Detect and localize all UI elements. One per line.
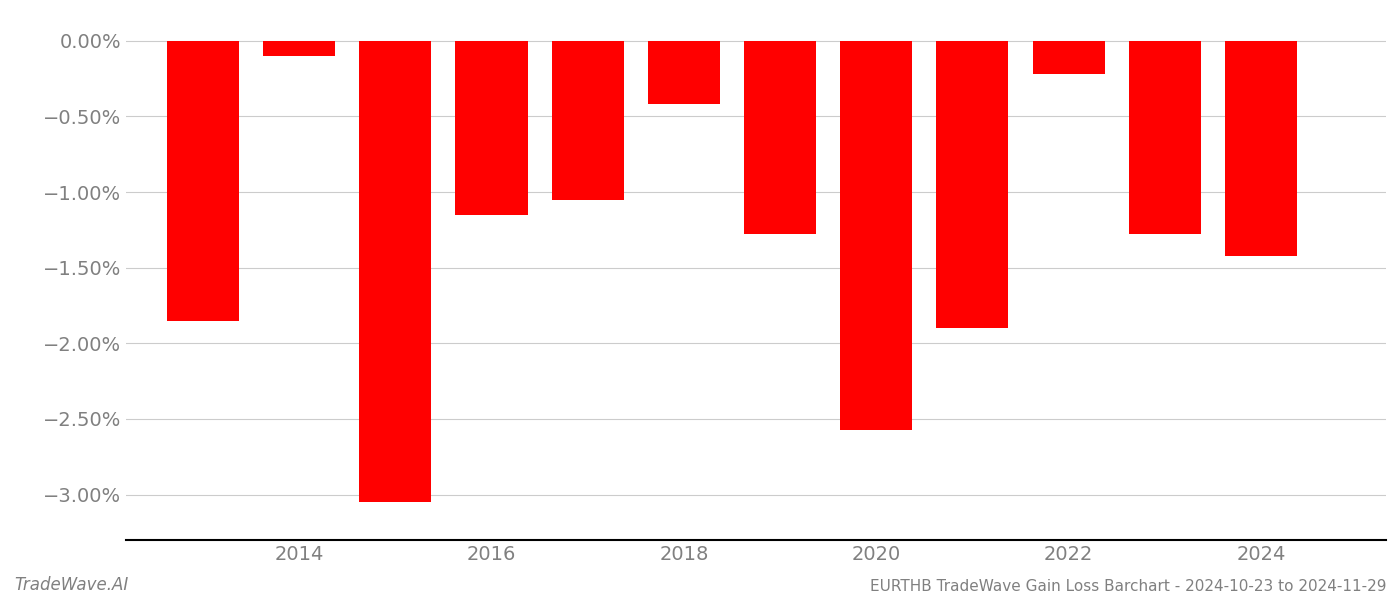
Bar: [167, 41, 239, 320]
Text: EURTHB TradeWave Gain Loss Barchart - 2024-10-23 to 2024-11-29: EURTHB TradeWave Gain Loss Barchart - 20…: [869, 579, 1386, 594]
Bar: [1128, 41, 1201, 235]
Bar: [743, 41, 816, 235]
Bar: [1033, 41, 1105, 74]
Text: TradeWave.AI: TradeWave.AI: [14, 576, 129, 594]
Bar: [552, 41, 624, 200]
Bar: [840, 41, 913, 430]
Bar: [455, 41, 528, 215]
Bar: [263, 41, 335, 56]
Bar: [648, 41, 720, 104]
Bar: [360, 41, 431, 502]
Bar: [937, 41, 1008, 328]
Bar: [1225, 41, 1296, 256]
